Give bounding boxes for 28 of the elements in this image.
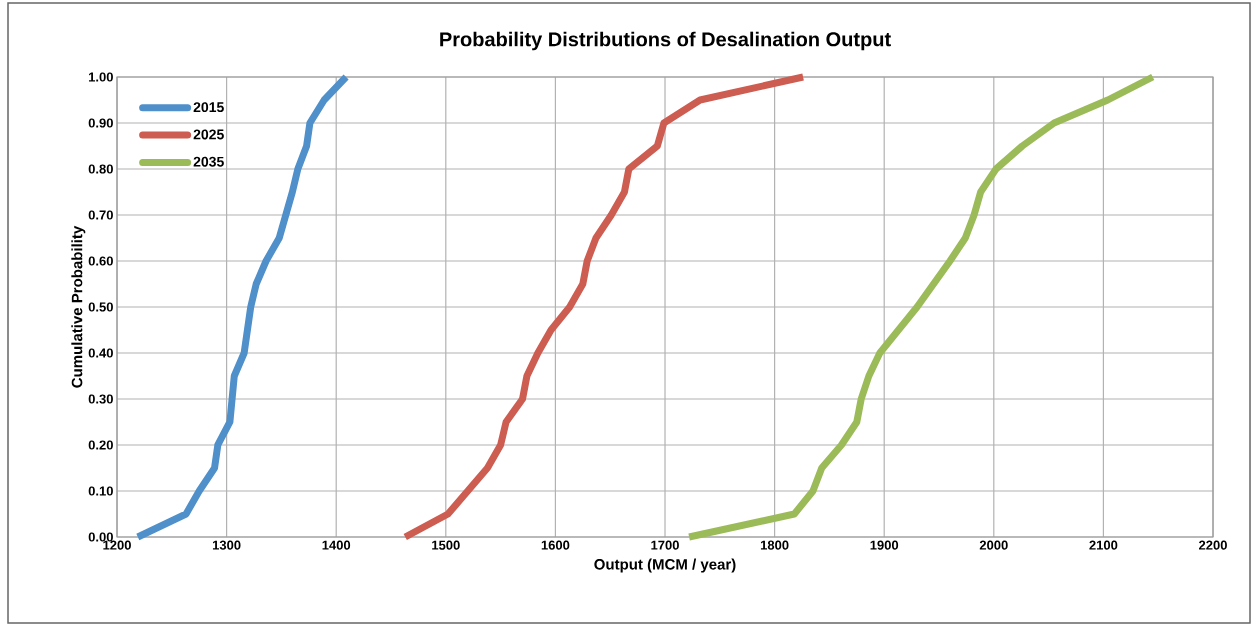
x-tick-label: 1200 bbox=[103, 540, 131, 550]
y-tick-label: 0.70 bbox=[88, 210, 113, 220]
x-tick-label: 1700 bbox=[651, 540, 679, 550]
y-tick-label: 0.90 bbox=[88, 118, 113, 128]
y-tick-label: 0.10 bbox=[88, 486, 113, 496]
x-tick-label: 2000 bbox=[979, 540, 1008, 550]
y-tick-label: 0.80 bbox=[88, 164, 113, 174]
x-tick-label: 2100 bbox=[1089, 540, 1118, 550]
x-tick-label: 1600 bbox=[541, 540, 570, 550]
x-tick-label: 1400 bbox=[322, 540, 351, 550]
y-tick-label: 1.00 bbox=[88, 72, 113, 82]
x-tick-label: 1300 bbox=[212, 540, 241, 550]
legend-label: 2035 bbox=[193, 156, 224, 167]
x-tick-label: 1800 bbox=[760, 540, 789, 550]
legend-label: 2025 bbox=[193, 129, 224, 140]
y-axis-title: Cumulative Probability bbox=[71, 225, 86, 388]
chart-title: Probability Distributions of Desalination Output bbox=[440, 31, 891, 51]
y-tick-label: 0.40 bbox=[88, 348, 113, 358]
y-tick-label: 0.50 bbox=[88, 302, 113, 312]
y-tick-label: 0.60 bbox=[88, 256, 113, 266]
x-tick-label: 1900 bbox=[870, 540, 899, 550]
x-axis-title: Output (MCM / year) bbox=[594, 558, 736, 573]
y-tick-label: 0.30 bbox=[88, 394, 113, 404]
x-tick-label: 2200 bbox=[1199, 540, 1227, 550]
y-tick-label: 0.20 bbox=[88, 440, 113, 450]
x-tick-label: 1500 bbox=[432, 540, 460, 550]
y-tick-label: 0.00 bbox=[88, 532, 113, 542]
legend-label: 2015 bbox=[193, 102, 224, 113]
